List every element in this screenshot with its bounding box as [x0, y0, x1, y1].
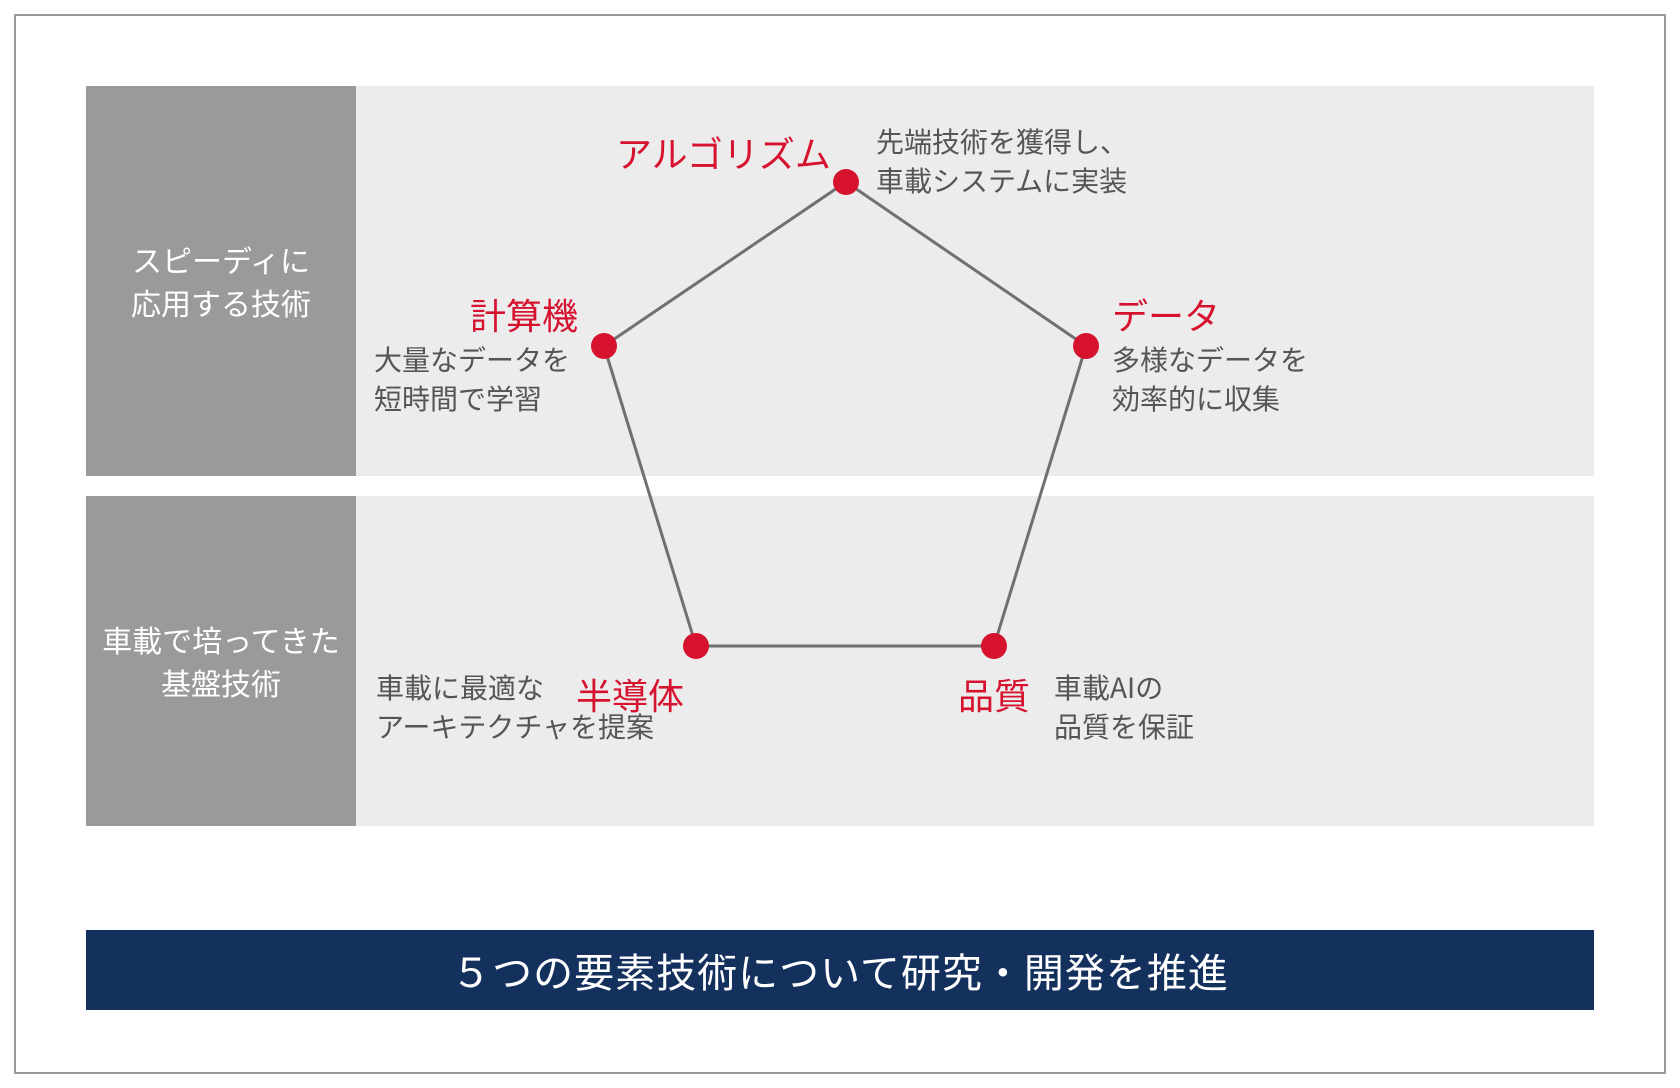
footer-text: ５つの要素技術について研究・開発を推進	[451, 941, 1229, 999]
footer-bar: ５つの要素技術について研究・開発を推進	[86, 930, 1594, 1010]
category-label-applied: スピーディに 応用する技術	[86, 86, 356, 476]
category-row-applied: スピーディに 応用する技術	[86, 86, 1594, 476]
category-body-applied	[356, 86, 1594, 476]
diagram-card: スピーディに 応用する技術車載で培ってきた 基盤技術 アルゴリズム先端技術を獲得…	[14, 14, 1666, 1074]
category-rows: スピーディに 応用する技術車載で培ってきた 基盤技術	[86, 86, 1594, 826]
category-body-foundation	[356, 496, 1594, 826]
category-label-foundation: 車載で培ってきた 基盤技術	[86, 496, 356, 826]
category-row-foundation: 車載で培ってきた 基盤技術	[86, 496, 1594, 826]
